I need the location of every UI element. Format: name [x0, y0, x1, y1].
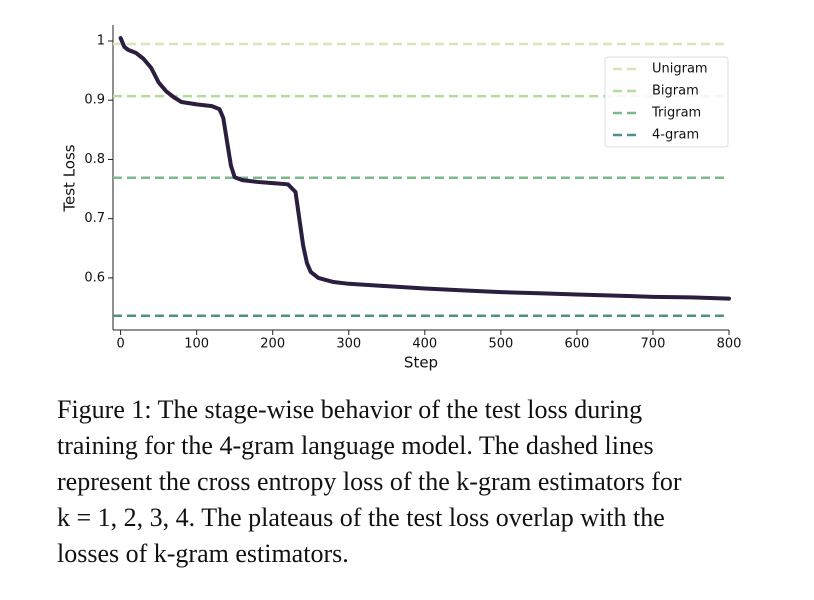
chart: Step Test Loss 0.6 0.7 0.8 0.9 1 0 100 200 300 40… — [61, 25, 742, 372]
legend-label: Unigram — [652, 62, 708, 77]
legend-label: 4-gram — [652, 128, 699, 143]
x-tick-label: 100 — [184, 337, 209, 352]
y-tick-label: 0.7 — [84, 211, 105, 226]
x-tick-label: 500 — [488, 337, 513, 352]
legend-label: Bigram — [652, 84, 699, 99]
x-tick-label: 300 — [336, 337, 361, 352]
caption-line: losses of k-gram estimators. — [57, 539, 349, 568]
x-tick-label: 600 — [564, 337, 589, 352]
x-tick-label: 700 — [641, 337, 666, 352]
legend-box — [604, 56, 729, 148]
loss-line — [118, 36, 731, 301]
y-tick-label: 0.8 — [84, 152, 105, 167]
legend-label: Trigram — [651, 106, 701, 121]
x-axis-label: Step — [404, 354, 438, 372]
x-tick-label: 800 — [717, 337, 742, 352]
x-tick-label: 400 — [412, 337, 437, 352]
caption-line: Figure 1: The stage-wise behavior of the… — [57, 395, 643, 424]
y-tick-label: 0.9 — [84, 93, 105, 108]
caption-line: k = 1, 2, 3, 4. The plateaus of the test… — [57, 503, 665, 532]
caption-line: represent the cross entropy loss of the … — [57, 467, 682, 496]
x-tick-label: 200 — [260, 337, 285, 352]
x-tick-label: 0 — [116, 337, 124, 352]
caption-line: training for the 4-gram language model. … — [57, 431, 654, 460]
y-tick-label: 1 — [97, 33, 105, 48]
y-axis-label: Test Loss — [61, 144, 79, 212]
y-tick-label: 0.6 — [84, 270, 105, 285]
